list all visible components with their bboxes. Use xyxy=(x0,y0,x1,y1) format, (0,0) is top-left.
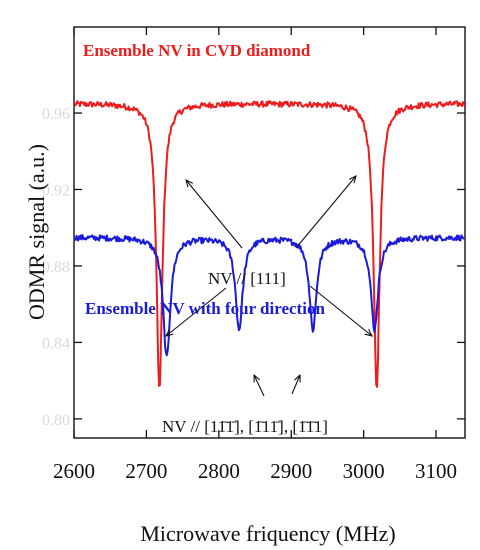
series-line-1 xyxy=(74,234,465,357)
faint-y-label-0: 0.80 xyxy=(42,412,70,429)
faint-y-tick-labels: 0.80 0.84 0.88 0.92 0.96 xyxy=(42,106,70,429)
x-axis-title: Microwave friquency (MHz) xyxy=(140,521,395,546)
tick-labels: 2600 2700 2800 2900 3000 3100 xyxy=(53,459,457,483)
annotation-nv111: NV // [111] xyxy=(208,269,286,288)
x-tick-label-2: 2800 xyxy=(198,459,240,483)
plot-frame xyxy=(73,26,466,439)
axis-ticks xyxy=(73,27,465,438)
faint-y-label-1: 0.84 xyxy=(42,335,70,352)
x-tick-label-0: 2600 xyxy=(53,459,95,483)
x-tick-label-5: 3100 xyxy=(415,459,457,483)
faint-y-label-2: 0.88 xyxy=(42,259,70,276)
arrow-to-blue-dip-4 xyxy=(309,285,372,336)
series-label-blue: Ensemble NV with four direction xyxy=(85,299,325,318)
faint-y-label-4: 0.96 xyxy=(42,106,70,123)
x-tick-label-1: 2700 xyxy=(125,459,167,483)
arrow-to-blue-dip-1 xyxy=(166,287,227,336)
annotation-nv-four-directions: NV // [11̄1̄], [1̄11̄], [1̄1̄1] xyxy=(162,417,328,436)
x-tick-label-4: 3000 xyxy=(343,459,385,483)
series-label-red: Ensemble NV in CVD diamond xyxy=(83,41,311,60)
faint-y-label-3: 0.92 xyxy=(42,182,70,199)
arrow-to-blue-dip-2 xyxy=(254,375,265,397)
series-group xyxy=(73,100,465,388)
arrow-to-blue-dip-3 xyxy=(291,375,300,395)
y-axis-title: ODMR signal (a.u.) xyxy=(24,144,49,320)
arrow-to-red-dip-left xyxy=(186,180,243,249)
arrow-to-red-dip-right xyxy=(295,176,356,249)
series-line-0 xyxy=(73,100,465,388)
annotation-arrows xyxy=(166,176,372,397)
x-tick-label-3: 2900 xyxy=(270,459,312,483)
